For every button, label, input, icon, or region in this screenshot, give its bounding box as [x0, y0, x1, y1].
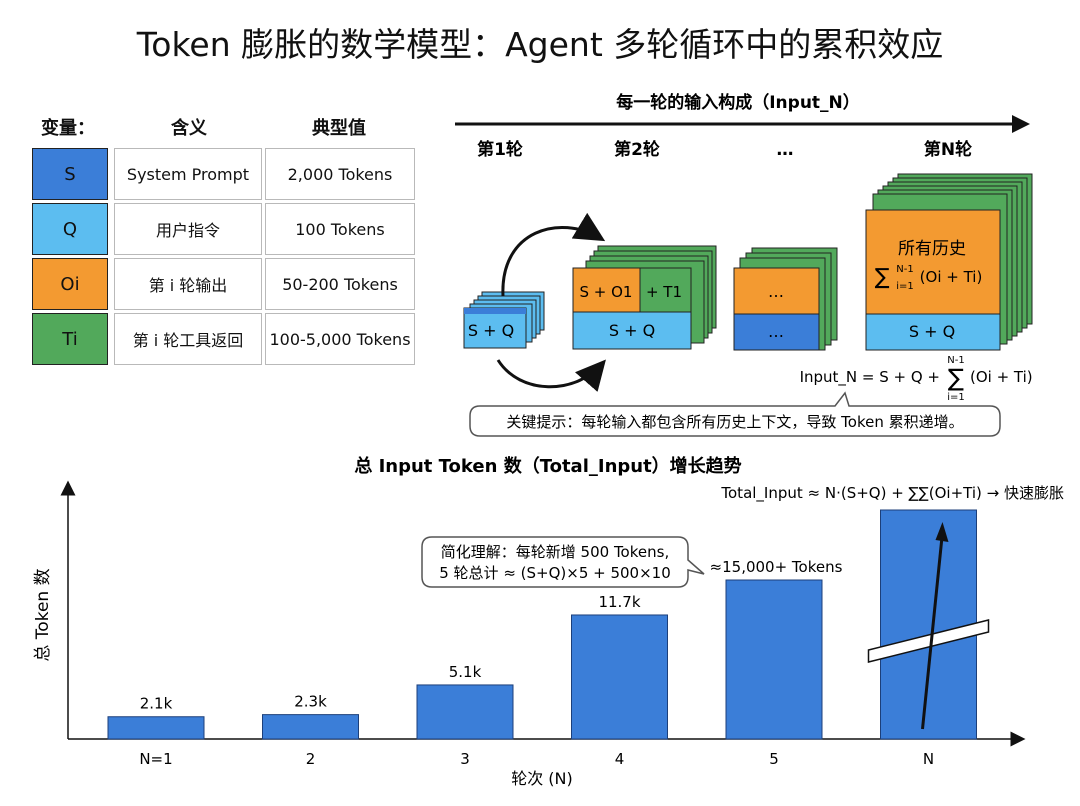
bar-5 — [725, 579, 823, 740]
round-label: … — [777, 140, 794, 160]
formula-left: Input_N = S + Q + — [800, 368, 940, 387]
round-label: 第N轮 — [924, 139, 972, 160]
formula-term: (Oi + Ti) — [970, 368, 1033, 386]
round2-top-left: S + O1 — [580, 283, 633, 301]
table-header-variable: 变量： — [41, 118, 95, 139]
roundn-sum-term: (Oi + Ti) — [920, 268, 983, 286]
chart-bars: N=1 2.1k 2 2.3k 3 5.1k 4 11.7k 5 ≈15,000+ Tokens N — [107, 509, 990, 768]
chart-title: 总 Input Token 数（Total_Input）增长趋势 — [354, 455, 741, 477]
table-header-meaning: 含义 — [171, 118, 207, 139]
variable-swatch-oi: Oi — [32, 258, 108, 310]
curved-arrow-icon — [501, 212, 606, 297]
variable-swatch-ti: Ti — [32, 313, 108, 365]
table-cell-meaning: 用户指令 — [114, 203, 262, 255]
table-cell-value: 2,000 Tokens — [265, 148, 415, 200]
axis-break-icon — [867, 619, 990, 663]
note-line1: 简化理解：每轮新增 500 Tokens, — [441, 543, 669, 561]
variable-swatch-q: Q — [32, 203, 108, 255]
summation-icon: ∑ — [948, 364, 964, 392]
x-tick-label: 3 — [460, 750, 470, 768]
roundn-sum-sub: i=1 — [896, 281, 914, 292]
x-tick-label: N=1 — [139, 750, 172, 768]
table-cell-value: 100 Tokens — [265, 203, 415, 255]
bar-value-label: 5.1k — [449, 663, 482, 681]
x-tick-label: 2 — [306, 750, 316, 768]
note-callout: 简化理解：每轮新增 500 Tokens, 5 轮总计 ≈ (S+Q)×5 + … — [421, 536, 705, 588]
summation-icon: ∑ — [875, 265, 890, 290]
hint-text: 关键提示：每轮输入都包含所有历史上下文，导致 Token 累积递增。 — [506, 413, 963, 431]
round2-top-right: + T1 — [646, 283, 682, 301]
roundn-stack: 所有历史 ∑ N-1 i=1 (Oi + Ti) S + Q — [865, 173, 1033, 351]
round3-top: … — [768, 282, 784, 301]
round-label: 第1轮 — [477, 139, 523, 160]
input-formula: Input_N = S + Q + ∑ N-1 i=1 (Oi + Ti) — [800, 355, 1033, 403]
formula-sup: N-1 — [947, 355, 964, 366]
roundn-sum-sup: N-1 — [896, 264, 913, 275]
bar-value-label: ≈15,000+ Tokens — [710, 558, 843, 576]
table-cell-meaning: System Prompt — [114, 148, 262, 200]
growth-arrow-icon — [921, 531, 944, 730]
round-label: 第2轮 — [614, 139, 660, 160]
bar-3 — [416, 684, 514, 740]
bar-value-label: 2.1k — [140, 695, 173, 713]
x-tick-label: 4 — [615, 750, 625, 768]
table-header-value: 典型值 — [312, 118, 366, 139]
growth-arrowhead-icon — [935, 522, 949, 542]
page-title: Token 膨胀的数学模型：Agent 多轮循环中的累积效应 — [136, 25, 944, 64]
bar-2 — [262, 714, 359, 740]
roundn-title: 所有历史 — [898, 239, 966, 259]
round3-stack: … … — [733, 247, 838, 351]
note-line2: 5 轮总计 ≈ (S+Q)×5 + 500×10 — [439, 564, 671, 582]
curved-arrow-icon — [496, 359, 606, 392]
bar-value-label: 11.7k — [598, 593, 640, 611]
table-cell-meaning: 第 i 轮工具返回 — [114, 313, 262, 365]
variable-swatch-s: S — [32, 148, 108, 200]
hint-callout: 关键提示：每轮输入都包含所有历史上下文，导致 Token 累积递增。 — [469, 391, 1001, 437]
round3-bottom: … — [768, 322, 784, 341]
round1-label: S + Q — [468, 321, 514, 340]
x-tick-label: 5 — [769, 750, 779, 768]
bar-4 — [571, 614, 668, 740]
total-formula: Total_Input ≈ N·(S+Q) + ∑∑(Oi+Ti) → 快速膨胀 — [720, 484, 1064, 503]
x-axis-label: 轮次 (N) — [511, 769, 573, 788]
table-cell-meaning: 第 i 轮输出 — [114, 258, 262, 310]
growth-chart: 总 Input Token 数（Total_Input）增长趋势 总 Token… — [33, 455, 1064, 788]
round2-stack: S + O1 + T1 S + Q — [572, 245, 717, 350]
round1-stack: S + Q — [463, 291, 545, 349]
input-composition-heading: 每一轮的输入构成（Input_N） — [616, 92, 860, 113]
round2-bottom: S + Q — [609, 321, 655, 340]
timeline-arrow-icon — [1012, 115, 1030, 133]
table-cell-value: 50-200 Tokens — [265, 258, 415, 310]
table-cell-value: 100-5,000 Tokens — [265, 313, 415, 365]
bar-N=1 — [107, 716, 205, 740]
roundn-bottom: S + Q — [909, 322, 955, 341]
bar-value-label: 2.3k — [294, 693, 327, 711]
x-tick-label: N — [923, 750, 934, 768]
y-axis-label: 总 Token 数 — [33, 568, 53, 661]
formula-sub: i=1 — [947, 392, 965, 403]
bar-N — [880, 509, 977, 740]
